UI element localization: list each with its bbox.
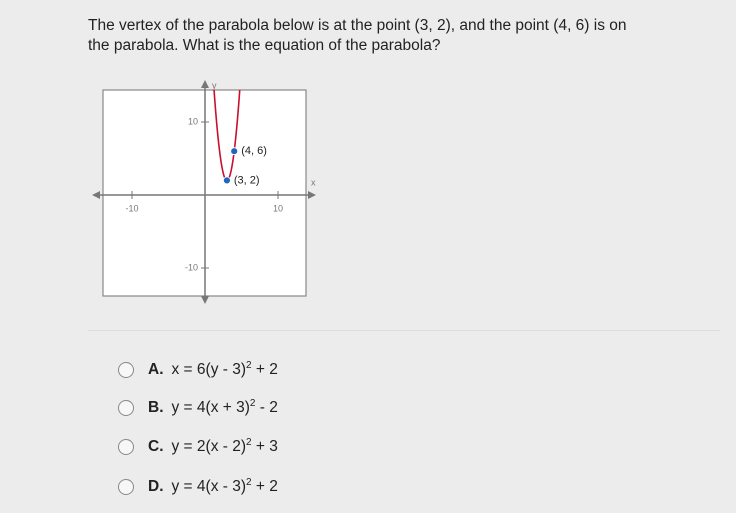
equation: y = 4(x + 3)2 - 2	[172, 398, 278, 417]
equation-part: + 3	[251, 438, 278, 456]
x-axis-label: x	[311, 177, 316, 187]
equation-part: y = 2(x - 2)	[171, 438, 247, 456]
choice-letter: C.	[148, 438, 164, 455]
x-arrow-right	[308, 191, 316, 199]
y-tick-label: -10	[185, 262, 198, 272]
x-tick-label: 10	[273, 203, 283, 213]
exponent: 2	[249, 398, 256, 410]
graph-content: -10 10 10 -10 (4, 6) (3, 2)	[125, 90, 283, 272]
radio-button[interactable]	[118, 479, 134, 495]
radio-button[interactable]	[118, 400, 134, 416]
choice-letter: A.	[148, 361, 164, 378]
equation-part: x = 6(y - 3)	[171, 361, 247, 379]
y-tick-label: 10	[188, 116, 198, 126]
radio-button[interactable]	[118, 439, 134, 455]
choice[interactable]: B. y = 4(x + 3)2 - 2	[118, 396, 278, 420]
y-arrow-up	[201, 80, 209, 88]
point	[222, 176, 231, 185]
equation: y = 4(x - 3)2 + 2	[172, 477, 278, 496]
equation-part: + 2	[251, 478, 278, 496]
question: The vertex of the parabola below is at t…	[88, 17, 627, 54]
exponent: 2	[246, 477, 252, 489]
equation: y = 2(x - 2)2 + 3	[172, 437, 278, 456]
exponent: 2	[246, 437, 252, 449]
exponent: 2	[246, 360, 252, 372]
choice-letter: B.	[148, 399, 164, 416]
y-arrow-down	[201, 296, 209, 304]
equation-part: y = 4(x - 3)	[171, 478, 247, 496]
point-label: (4, 6)	[241, 145, 267, 157]
choice[interactable]: A. x = 6(y - 3)2 + 2	[118, 358, 278, 382]
separator	[88, 330, 720, 331]
point	[230, 147, 239, 156]
choice-letter: D.	[148, 478, 164, 495]
x-arrow-left	[92, 191, 100, 199]
equation: x = 6(y - 3)2 + 2	[172, 360, 278, 379]
equation-part: y = 4(x + 3)	[171, 399, 250, 417]
choice[interactable]: C. y = 2(x - 2)2 + 3	[118, 435, 278, 459]
point-label: (3, 2)	[234, 174, 260, 186]
choice[interactable]: D. y = 4(x - 3)2 + 2	[118, 475, 278, 499]
x-tick-label: -10	[125, 203, 138, 213]
y-axis-label: y	[212, 80, 217, 90]
radio-button[interactable]	[118, 362, 134, 378]
equation-part: - 2	[255, 399, 278, 417]
graph: x y -10 10 10 -10 (4, 6) (3, 2)	[92, 80, 316, 304]
equation-part: + 2	[251, 361, 278, 379]
